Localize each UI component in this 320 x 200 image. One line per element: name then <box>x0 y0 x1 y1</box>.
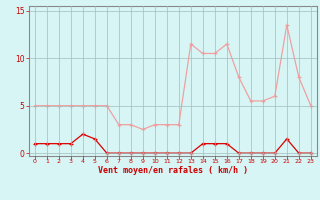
X-axis label: Vent moyen/en rafales ( km/h ): Vent moyen/en rafales ( km/h ) <box>98 166 248 175</box>
